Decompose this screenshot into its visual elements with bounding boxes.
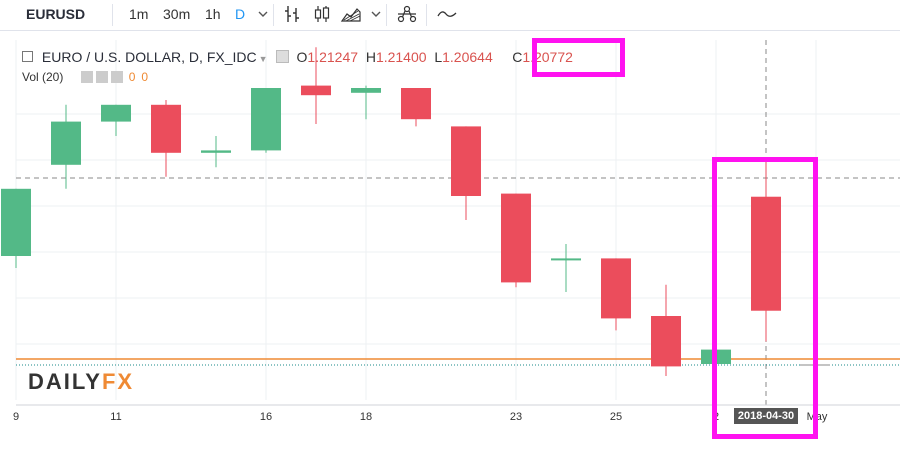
x-tick-label: 16 — [260, 411, 272, 423]
chevron-down-icon[interactable] — [365, 3, 387, 25]
candle-body — [551, 258, 581, 261]
candle — [651, 284, 681, 376]
candle — [1, 188, 31, 268]
collapse-legend-icon[interactable] — [22, 51, 33, 62]
x-tick-label: 25 — [610, 411, 622, 423]
close-icon[interactable] — [110, 71, 123, 83]
eye-icon[interactable] — [80, 71, 93, 83]
symbol-label[interactable]: EURUSD — [26, 6, 86, 22]
top-toolbar: EURUSD 1m 30m 1h D — [0, 0, 900, 31]
candle — [751, 160, 781, 342]
x-tick-label: 11 — [110, 411, 121, 423]
dailyfx-logo: DAILYFX — [28, 369, 135, 394]
candle — [101, 104, 131, 136]
candle-body — [751, 196, 781, 311]
candle-body — [451, 126, 481, 196]
x-tick-label: 9 — [13, 411, 19, 423]
low-value: 1.20644 — [442, 49, 493, 65]
candle-body — [401, 88, 431, 120]
toolbar-divider — [273, 4, 274, 26]
open-value: 1.21247 — [307, 49, 359, 65]
x-tick-label: 23 — [510, 411, 522, 423]
cursor-date-badge: 2018-04-30 — [734, 408, 798, 424]
candle-body — [251, 88, 281, 151]
high-value: 1.21400 — [375, 49, 427, 65]
settings-icon[interactable] — [95, 71, 108, 83]
candle — [351, 85, 381, 120]
volume-value: 0 — [128, 70, 136, 84]
candle — [251, 88, 281, 153]
candle-body — [651, 316, 681, 367]
candle — [551, 244, 581, 292]
volume-label: Vol (20) — [22, 70, 64, 84]
toolbar-divider — [386, 4, 387, 26]
candle-body — [1, 188, 31, 256]
candle-body — [201, 150, 231, 153]
candle — [451, 126, 481, 220]
interval-1h-button[interactable]: 1h — [205, 6, 221, 22]
interval-d-button[interactable]: D — [235, 6, 246, 22]
area-chart-style-icon[interactable] — [340, 3, 362, 25]
settings-icon[interactable] — [275, 50, 289, 63]
open-label: O — [296, 49, 308, 65]
candle — [501, 193, 531, 288]
compare-symbols-icon[interactable] — [396, 3, 418, 25]
candle — [301, 47, 331, 124]
candle — [201, 136, 231, 168]
chevron-down-icon[interactable] — [252, 3, 274, 25]
candle-body — [501, 193, 531, 283]
chevron-down-icon[interactable]: ▼ — [258, 54, 268, 64]
candle-body — [301, 85, 331, 96]
candle — [401, 88, 431, 127]
candle — [151, 100, 181, 177]
x-tick-label: 18 — [360, 411, 372, 423]
toolbar-divider — [426, 4, 427, 26]
close-value-highlight — [532, 38, 625, 77]
last-candle-highlight — [712, 157, 818, 439]
candle-body — [351, 88, 381, 93]
toolbar-divider — [112, 4, 113, 26]
candle-body — [101, 104, 131, 122]
series-legend: EURO / U.S. DOLLAR, D, FX_IDC ▼ O1.21247 H… — [22, 49, 573, 65]
indicators-icon[interactable] — [436, 3, 458, 25]
interval-30m-button[interactable]: 30m — [163, 6, 191, 22]
candles — [1, 47, 830, 376]
candle — [601, 258, 631, 331]
high-label: H — [365, 49, 376, 65]
candle-body — [601, 258, 631, 319]
candle — [51, 104, 81, 189]
close-label: C — [512, 49, 523, 65]
volume-ma-value: 0 — [141, 70, 149, 84]
bar-chart-style-icon[interactable] — [282, 3, 304, 25]
candle-body — [151, 104, 181, 153]
candle-chart-style-icon[interactable] — [311, 3, 333, 25]
candle-body — [51, 121, 81, 165]
series-title: EURO / U.S. DOLLAR, D, FX_IDC — [41, 49, 257, 65]
interval-1m-button[interactable]: 1m — [129, 6, 149, 22]
low-label: L — [434, 49, 443, 65]
